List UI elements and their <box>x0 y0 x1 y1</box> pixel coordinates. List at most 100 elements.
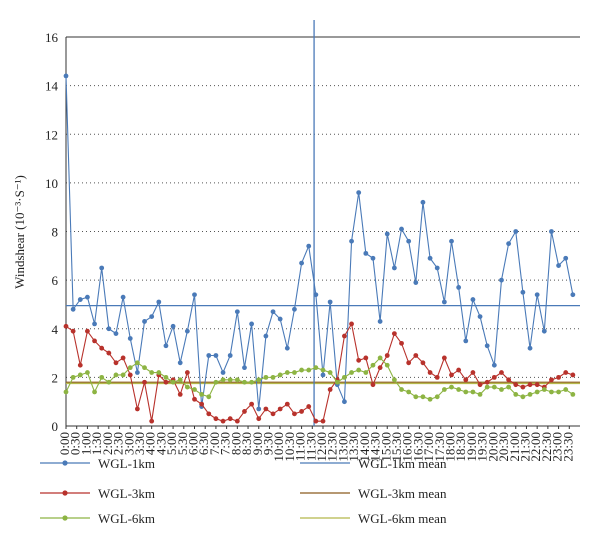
data-point <box>513 382 519 388</box>
legend-marker <box>62 460 68 466</box>
x-tick-label: 16:30 <box>410 432 425 462</box>
data-point <box>534 292 540 298</box>
data-point <box>313 365 319 371</box>
data-point <box>420 394 426 400</box>
data-point <box>249 401 255 407</box>
data-point <box>106 350 112 356</box>
data-point <box>549 229 554 234</box>
data-point <box>206 394 212 400</box>
data-point <box>534 389 540 395</box>
data-point <box>563 370 569 375</box>
series-line <box>65 75 574 410</box>
data-point <box>513 391 519 397</box>
data-point <box>199 401 205 407</box>
data-point <box>270 374 276 380</box>
legend-label: WGL-3km mean <box>358 486 447 501</box>
data-point <box>184 370 190 375</box>
data-point <box>234 418 240 424</box>
data-point <box>434 394 440 400</box>
data-point <box>177 377 183 383</box>
x-tick-label: 11:30 <box>303 432 318 461</box>
data-point <box>242 365 247 371</box>
y-tick-label: 8 <box>52 225 59 240</box>
data-point <box>292 370 297 375</box>
data-point <box>363 355 369 361</box>
data-point <box>549 377 554 383</box>
data-point <box>227 416 233 422</box>
legend-label: WGL-3km <box>98 486 155 501</box>
data-point <box>149 370 155 375</box>
data-point <box>77 297 83 302</box>
data-point <box>120 355 126 361</box>
data-point <box>491 384 497 390</box>
x-tick-label: 19:00 <box>464 432 479 462</box>
data-point <box>163 379 169 385</box>
data-point <box>270 309 276 315</box>
data-point <box>491 362 497 368</box>
data-point <box>484 343 490 349</box>
data-point <box>527 345 533 351</box>
data-point <box>306 404 312 409</box>
x-tick-label: 18:00 <box>443 432 458 462</box>
data-point <box>134 406 140 412</box>
x-tick-label: 6:00 <box>186 432 201 455</box>
data-point <box>120 372 126 378</box>
data-point <box>334 379 340 385</box>
y-tick-label: 6 <box>52 273 59 288</box>
data-point <box>213 416 219 422</box>
x-tick-label: 9:00 <box>250 432 265 455</box>
data-point <box>313 292 319 298</box>
y-tick-label: 14 <box>45 79 59 94</box>
data-point <box>499 387 504 392</box>
data-point <box>506 241 512 247</box>
data-point <box>441 299 447 305</box>
data-point <box>506 384 512 390</box>
data-point <box>342 333 347 339</box>
data-point <box>249 379 255 385</box>
data-point <box>284 345 290 351</box>
y-axis-label: Windshear (10⁻³·S⁻¹) <box>12 175 27 289</box>
x-tick-label: 8:30 <box>239 432 254 455</box>
data-point <box>349 321 354 327</box>
data-point <box>85 370 90 375</box>
legend-marker <box>62 515 68 521</box>
data-point <box>349 370 354 375</box>
data-point <box>441 355 447 361</box>
data-point <box>441 387 447 392</box>
data-point <box>299 367 304 373</box>
data-point <box>549 389 554 395</box>
x-tick-label: 7:30 <box>218 432 233 455</box>
data-point <box>356 357 362 363</box>
legend-label: WGL-1km <box>98 456 155 471</box>
data-point <box>149 418 155 424</box>
data-point <box>134 360 140 366</box>
x-tick-label: 19:30 <box>475 432 490 462</box>
x-tick-label: 5:00 <box>164 432 179 455</box>
data-point <box>70 374 76 380</box>
data-point <box>377 319 383 324</box>
data-point <box>120 294 126 300</box>
data-point <box>449 384 454 390</box>
data-point <box>256 406 262 412</box>
x-tick-label: 20:30 <box>496 432 511 462</box>
data-point <box>277 316 283 322</box>
data-point <box>342 374 347 380</box>
data-point <box>420 360 426 366</box>
data-point <box>427 396 433 402</box>
data-point <box>370 382 376 388</box>
data-point <box>192 292 197 298</box>
data-point <box>491 374 497 380</box>
data-point <box>377 365 383 371</box>
data-point <box>85 328 90 334</box>
data-point <box>113 360 119 366</box>
data-point <box>142 365 147 371</box>
data-point <box>499 277 504 283</box>
legend-label: WGL-6km mean <box>358 511 447 526</box>
data-point <box>206 411 212 417</box>
data-point <box>349 238 354 244</box>
data-point <box>456 367 462 373</box>
data-point <box>406 389 412 395</box>
data-point <box>399 226 404 232</box>
x-tick-label: 11:00 <box>293 432 308 461</box>
data-point <box>391 377 397 383</box>
